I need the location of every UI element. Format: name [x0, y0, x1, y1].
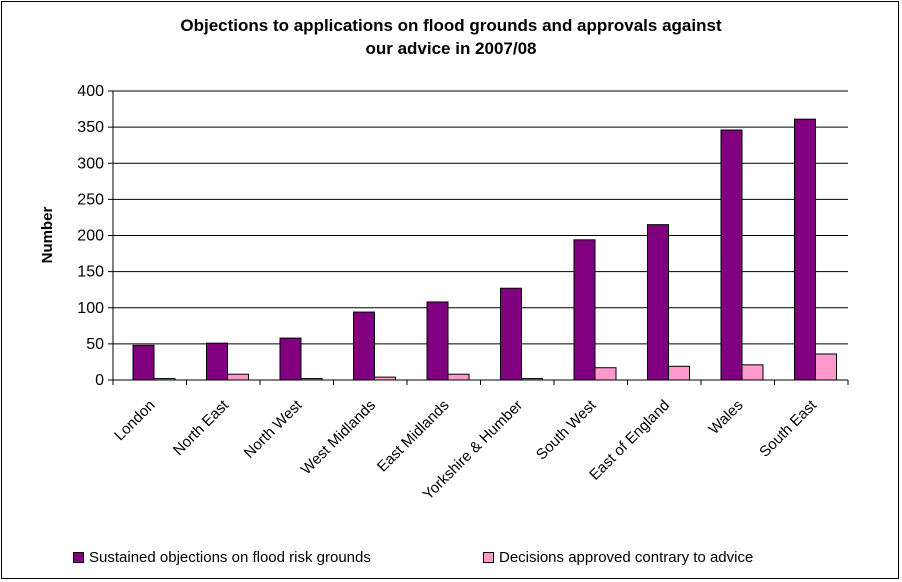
y-tick-label-100: 100	[77, 300, 104, 317]
bar-objections-south-west	[573, 239, 596, 381]
legend-swatch-decisions-approved	[483, 551, 494, 563]
bar-objections-east-midlands	[426, 301, 449, 381]
y-tick-label-250: 250	[77, 191, 104, 208]
x-tick-label-west-midlands: West Midlands	[298, 397, 379, 478]
y-axis-label: Number	[39, 207, 56, 264]
y-tick-label-300: 300	[77, 155, 104, 172]
bar-objections-west-midlands	[353, 311, 375, 381]
x-tick-label-south-east: South East	[756, 396, 820, 460]
x-tick-label-london: London	[111, 397, 158, 444]
chart-title-line-2: our advice in 2007/08	[365, 39, 537, 58]
bar-objections-london	[132, 344, 155, 381]
y-tick-label-150: 150	[77, 264, 104, 281]
axes	[112, 91, 849, 385]
bar-objections-east-of-england	[647, 224, 669, 381]
y-tick-label-200: 200	[77, 228, 104, 245]
x-tick-label-north-east: North East	[170, 396, 233, 459]
bar-objections-wales	[720, 129, 743, 381]
bar-objections-south-east	[794, 118, 816, 381]
x-tick-label-wales: Wales	[705, 397, 746, 438]
bar-approvals-south-west	[594, 367, 617, 381]
bar-approvals-north-east	[227, 373, 249, 381]
x-tick-label-east-of-england: East of England	[586, 397, 673, 484]
bar-objections-north-east	[206, 342, 228, 381]
bars	[132, 118, 837, 381]
bar-objections-yorkshire-and-humber	[500, 287, 522, 381]
legend-item-sustained-objections: Sustained objections on flood risk groun…	[73, 547, 371, 567]
bar-approvals-wales	[741, 364, 764, 381]
y-tick-label-350: 350	[77, 119, 104, 136]
x-tick-label-north-west: North West	[241, 396, 306, 461]
bar-approvals-east-midlands	[447, 373, 470, 381]
chart-title: Objections to applications on flood grou…	[0, 14, 902, 60]
legend-item-decisions-approved: Decisions approved contrary to advice	[483, 547, 753, 567]
x-tick-label-east-midlands: East Midlands	[374, 397, 453, 476]
legend-label-decisions-approved: Decisions approved contrary to advice	[499, 548, 754, 566]
bar-approvals-south-east	[815, 353, 837, 381]
legend-label-sustained-objections: Sustained objections on flood risk groun…	[89, 548, 371, 566]
chart-title-line-1: Objections to applications on flood grou…	[180, 16, 722, 35]
legend-swatch-sustained-objections	[73, 551, 84, 563]
bar-objections-north-west	[279, 337, 302, 381]
y-tick-label-50: 50	[86, 336, 104, 353]
y-axis-ticks: 0 50 100 150 200 250 300 350 400	[77, 83, 113, 389]
y-tick-label-0: 0	[95, 372, 104, 389]
x-tick-label-south-west: South West	[533, 396, 600, 463]
bar-approvals-east-of-england	[668, 365, 690, 381]
y-tick-label-400: 400	[77, 83, 104, 100]
